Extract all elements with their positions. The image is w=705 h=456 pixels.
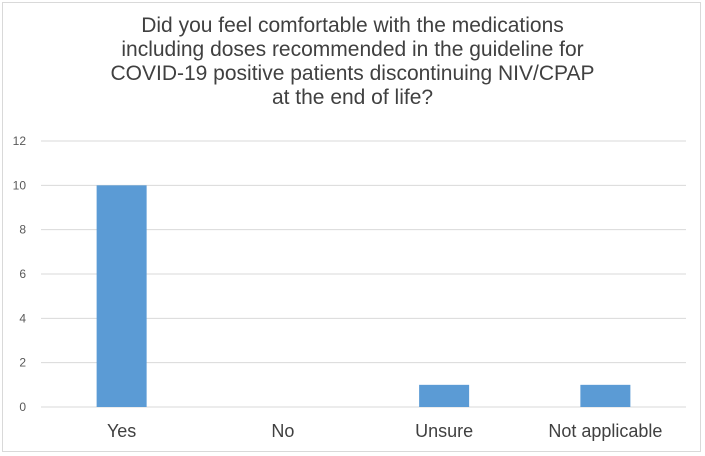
- chart-title: Did you feel comfortable with the medica…: [40, 14, 665, 110]
- y-tick-label: 12: [13, 134, 27, 148]
- x-category-label: Yes: [107, 421, 136, 441]
- y-tick-label: 4: [19, 311, 26, 325]
- chart-title-line-3: COVID-19 positive patients discontinuing…: [110, 62, 595, 85]
- chart-title-line-2: including doses recommended in the guide…: [121, 38, 584, 61]
- bar-unsure: [419, 384, 470, 407]
- y-tick-label: 0: [19, 400, 26, 414]
- y-tick-label: 8: [19, 223, 26, 237]
- y-tick-label: 6: [19, 267, 26, 281]
- chart-title-line-4: at the end of life?: [271, 86, 434, 109]
- y-tick-label: 10: [13, 178, 27, 192]
- x-category-label: No: [271, 421, 294, 441]
- x-category-label: Unsure: [415, 421, 473, 441]
- x-category-label: Not applicable: [548, 421, 662, 441]
- bar-not-applicable: [580, 384, 631, 407]
- chart-title-line-1: Did you feel comfortable with the medica…: [141, 14, 564, 37]
- bar-yes: [96, 185, 147, 407]
- y-tick-label: 2: [19, 356, 26, 370]
